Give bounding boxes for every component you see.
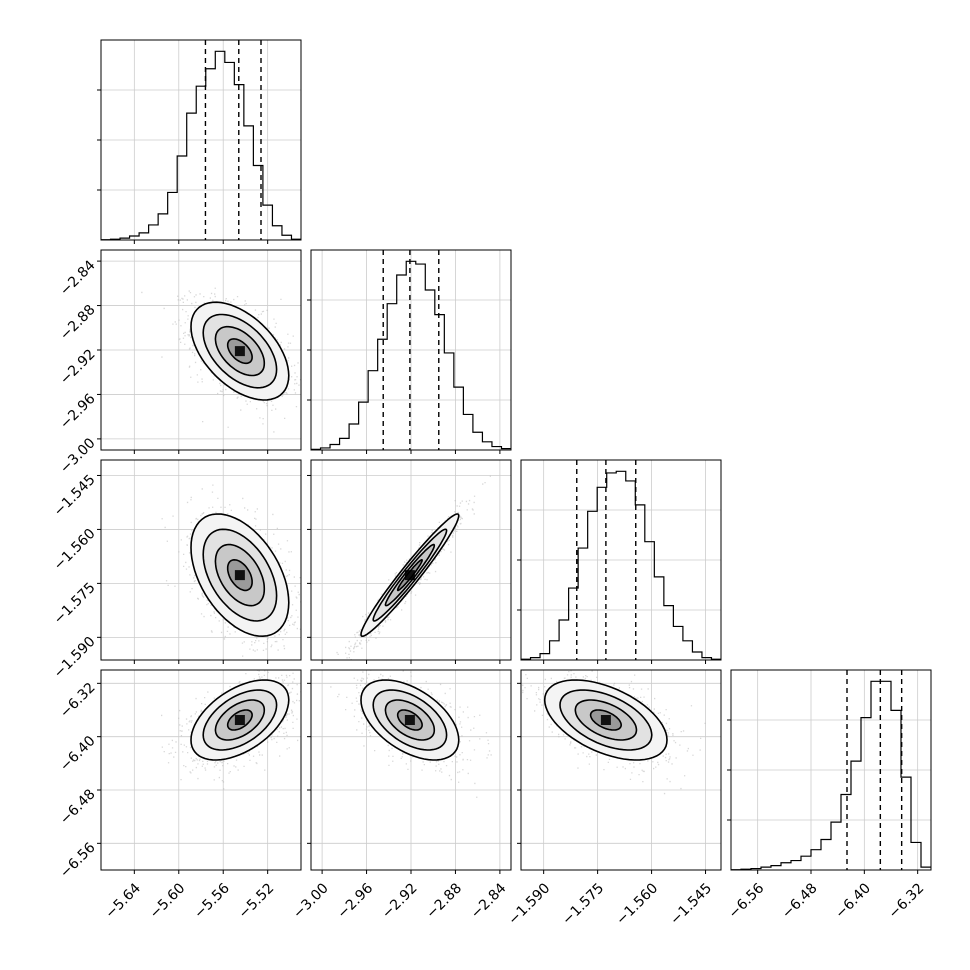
x-tick-labels-2: −3.00 −2.96 −2.92 −2.88 −2.84 bbox=[290, 880, 509, 922]
contour-line bbox=[360, 513, 460, 638]
x-tick-label: −5.60 bbox=[147, 880, 189, 922]
contour-line bbox=[190, 679, 290, 761]
x-tick-label: −2.96 bbox=[335, 880, 377, 922]
x-tick-label: −2.84 bbox=[468, 880, 510, 922]
y-tick-label: −2.92 bbox=[57, 346, 99, 388]
contour-line bbox=[214, 699, 266, 741]
density-area bbox=[330, 670, 492, 798]
density-peak bbox=[404, 570, 415, 581]
scatter-panel-3-4 bbox=[517, 669, 722, 874]
contour-line bbox=[226, 338, 253, 365]
panel-frame bbox=[310, 459, 512, 661]
x-tick-label: −6.32 bbox=[886, 880, 928, 922]
contour-line bbox=[226, 558, 253, 592]
x-tick-label: −3.00 bbox=[290, 880, 332, 922]
x-tick-labels-4: −6.56 −6.48 −6.40 −6.32 bbox=[726, 880, 928, 922]
scatter-panel-2-4 bbox=[307, 669, 512, 874]
panel-frame bbox=[520, 459, 722, 661]
y-tick-labels-2: −2.84−2.88−2.92−2.96−3.00 bbox=[57, 257, 99, 476]
contour-line bbox=[559, 689, 653, 751]
contour-line bbox=[372, 528, 448, 622]
x-tick-label: −1.560 bbox=[613, 880, 661, 928]
panel-frame bbox=[310, 249, 512, 451]
contour-line bbox=[226, 709, 253, 731]
y-tick-label: −1.590 bbox=[51, 634, 99, 682]
x-tick-labels-3: −1.590 −1.575 −1.560 −1.545 bbox=[505, 880, 715, 928]
density-peak bbox=[600, 715, 611, 725]
contour-line bbox=[372, 689, 448, 751]
x-tick-label: −1.545 bbox=[667, 880, 715, 928]
contour-line bbox=[190, 301, 290, 401]
scatter-panel-1-3 bbox=[97, 459, 302, 664]
histogram-steps bbox=[521, 470, 721, 660]
histogram-steps bbox=[731, 680, 931, 871]
x-tick-label: −1.590 bbox=[505, 880, 553, 928]
contour-line bbox=[202, 689, 278, 751]
panel-frame bbox=[100, 459, 302, 661]
density-area bbox=[141, 287, 301, 433]
x-tick-label: −5.56 bbox=[191, 880, 233, 922]
y-tick-labels-4: −6.32 −6.40 −6.48 −6.56 bbox=[57, 680, 99, 882]
x-tick-label: −5.64 bbox=[102, 880, 144, 922]
x-tick-label: −6.48 bbox=[779, 880, 821, 922]
contour-line bbox=[574, 699, 638, 741]
contour-line bbox=[214, 325, 266, 377]
histogram-panel-2 bbox=[307, 249, 512, 454]
density-area bbox=[336, 475, 491, 660]
density-peak bbox=[234, 570, 245, 581]
y-tick-label: −6.32 bbox=[57, 680, 99, 722]
y-tick-label: −1.575 bbox=[51, 580, 99, 628]
scatter-panel-1-2 bbox=[97, 249, 302, 454]
contour-line bbox=[202, 528, 278, 622]
density-area bbox=[522, 670, 706, 795]
density-peak bbox=[404, 715, 415, 725]
y-tick-label: −2.84 bbox=[57, 257, 99, 299]
density-peak bbox=[234, 346, 245, 357]
histogram-panel-3 bbox=[517, 459, 722, 664]
contour-line bbox=[384, 543, 436, 607]
contour-line bbox=[589, 709, 623, 731]
y-tick-label: −2.96 bbox=[57, 391, 99, 433]
histogram-steps bbox=[311, 260, 511, 450]
scatter-panel-1-4 bbox=[97, 669, 302, 874]
y-tick-label: −6.40 bbox=[57, 733, 99, 775]
density-area bbox=[161, 670, 301, 790]
x-tick-label: −2.88 bbox=[423, 880, 465, 922]
density-peak bbox=[234, 715, 245, 725]
panel-frame bbox=[730, 669, 932, 871]
histogram-steps bbox=[101, 50, 301, 241]
y-tick-label: −1.560 bbox=[51, 526, 99, 574]
contour-line bbox=[190, 513, 290, 638]
panel-frame bbox=[520, 669, 722, 871]
density-area bbox=[161, 484, 301, 657]
x-tick-labels-1: −5.64 −5.60 −5.56 −5.52 bbox=[102, 880, 277, 922]
histogram-panel-1 bbox=[97, 39, 302, 244]
contour-line bbox=[214, 543, 266, 607]
contour-line bbox=[202, 313, 278, 389]
contour-line bbox=[360, 679, 460, 761]
y-tick-label: −6.56 bbox=[57, 840, 99, 882]
y-tick-labels-3: −1.545 −1.560 −1.575 −1.590 bbox=[51, 472, 99, 682]
x-tick-label: −2.92 bbox=[379, 880, 421, 922]
panel-frame bbox=[310, 669, 512, 871]
y-tick-label: −1.545 bbox=[51, 472, 99, 520]
y-tick-label: −3.00 bbox=[57, 435, 99, 477]
panel-frame bbox=[100, 249, 302, 451]
x-tick-label: −5.52 bbox=[236, 880, 278, 922]
scatter-panel-2-3 bbox=[307, 459, 512, 664]
y-tick-label: −2.88 bbox=[57, 302, 99, 344]
contour-line bbox=[384, 699, 436, 741]
contour-line bbox=[396, 709, 423, 731]
contour-line bbox=[396, 558, 423, 592]
panel-frame bbox=[100, 39, 302, 241]
contour-line bbox=[543, 679, 668, 761]
histogram-panel-4 bbox=[727, 669, 932, 874]
x-tick-label: −6.40 bbox=[832, 880, 874, 922]
x-tick-label: −1.575 bbox=[559, 880, 607, 928]
x-tick-label: −6.56 bbox=[726, 880, 768, 922]
y-tick-label: −6.48 bbox=[57, 786, 99, 828]
panel-frame bbox=[100, 669, 302, 871]
